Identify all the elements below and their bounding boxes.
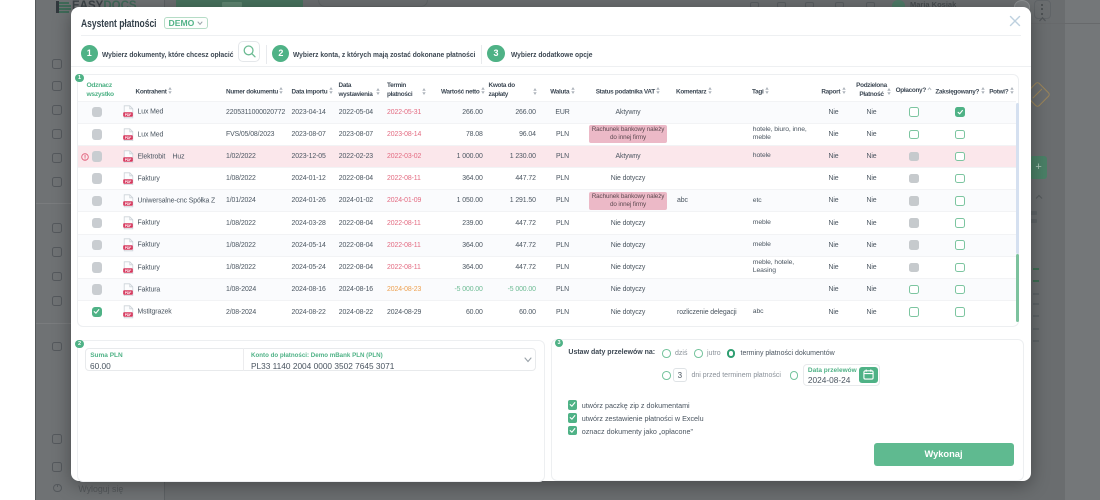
svg-text:PDF: PDF: [124, 158, 131, 162]
svg-text:PDF: PDF: [124, 313, 131, 317]
svg-text:PDF: PDF: [124, 268, 131, 272]
svg-text:PDF: PDF: [124, 202, 131, 206]
svg-text:PDF: PDF: [124, 246, 131, 250]
svg-text:PDF: PDF: [124, 113, 131, 117]
svg-text:PDF: PDF: [124, 135, 131, 139]
svg-text:PDF: PDF: [124, 224, 131, 228]
svg-text:PDF: PDF: [124, 291, 131, 295]
svg-text:PDF: PDF: [124, 180, 131, 184]
